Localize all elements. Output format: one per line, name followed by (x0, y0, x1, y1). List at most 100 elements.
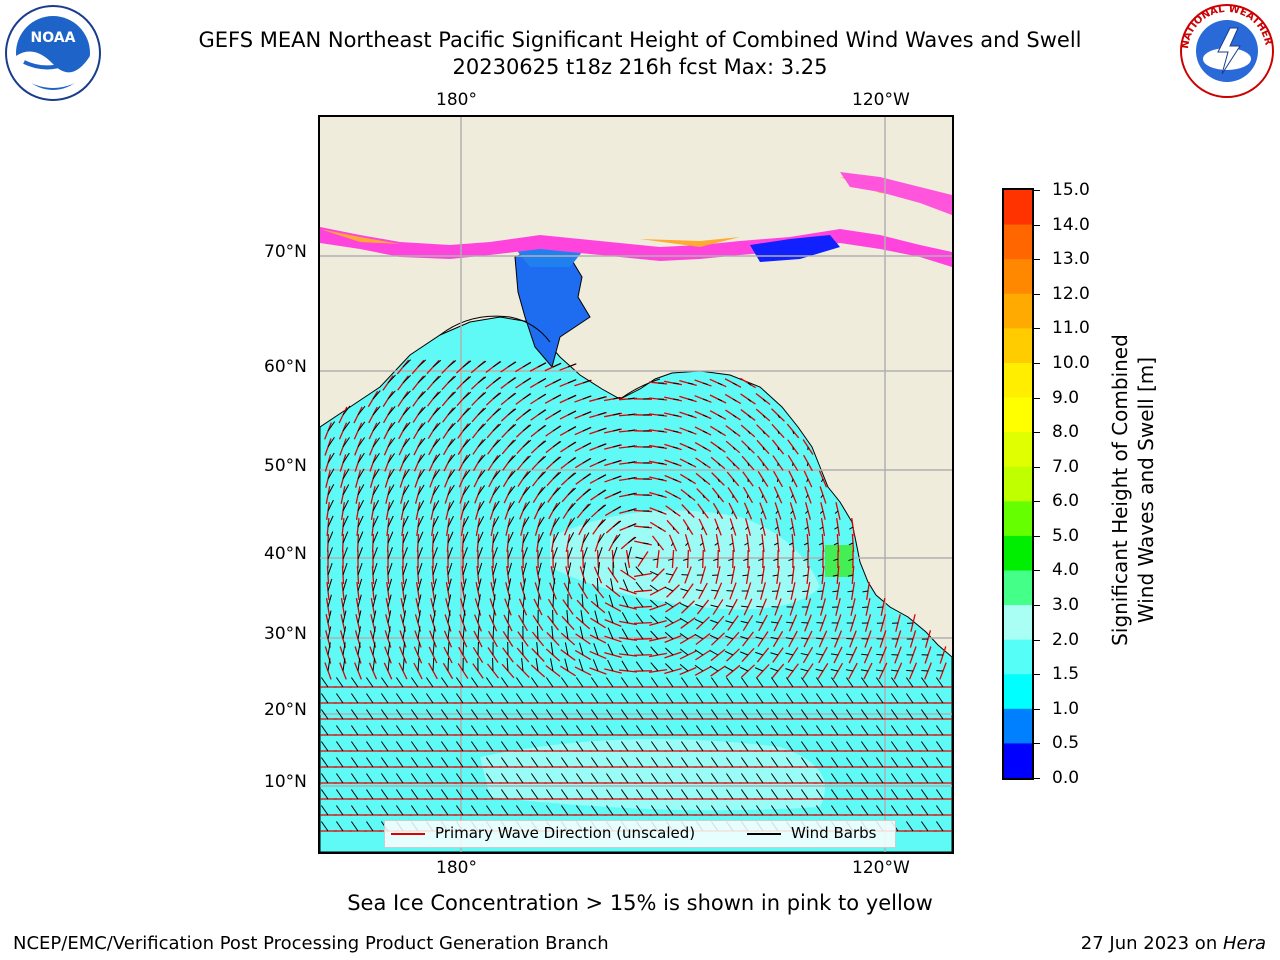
wind-barb (395, 725, 404, 736)
wind-barb (770, 636, 779, 640)
wind-barb (387, 468, 395, 480)
lat-label-40n: 40°N (264, 544, 307, 564)
wind-barb (477, 423, 486, 432)
wind-barb (755, 789, 764, 800)
wind-barb (635, 805, 644, 816)
wind-barb (650, 741, 659, 752)
wind-barb (335, 821, 344, 832)
wind-barb (357, 468, 365, 480)
wind-barb (567, 379, 577, 384)
wind-barb (342, 437, 350, 448)
wind-barb (327, 642, 331, 656)
wind-barb (687, 398, 694, 401)
wind-barb (710, 709, 719, 720)
wind-barb (440, 741, 449, 752)
wind-barb (698, 558, 704, 561)
wind-barb (830, 677, 839, 688)
colorbar-swatch (1004, 639, 1032, 675)
colorbar-swatch (1004, 259, 1032, 295)
wind-barb (447, 531, 454, 544)
wind-barb (485, 757, 494, 768)
wind-barb (567, 578, 570, 592)
wind-barb (395, 741, 404, 752)
wind-barb (605, 789, 614, 800)
wind-barb (935, 725, 944, 736)
wave-direction-arrow (326, 502, 330, 520)
wind-barb (740, 693, 749, 704)
wind-barb (357, 405, 366, 416)
wind-barb (387, 594, 392, 608)
colorbar-swatch (1004, 674, 1032, 710)
wind-barb (552, 594, 555, 608)
wind-barb (492, 516, 500, 528)
wind-barb (725, 757, 734, 768)
colorbar-swatches (1004, 190, 1032, 779)
wind-barb (357, 642, 361, 656)
colorbar-tick-mark (1034, 778, 1040, 779)
wind-barb (664, 631, 674, 640)
wind-barb (875, 677, 884, 688)
wind-barb (650, 693, 659, 704)
wind-barb (462, 438, 471, 448)
wind-barb (372, 390, 381, 400)
colorbar-swatch (1004, 328, 1032, 364)
wind-barb (800, 693, 809, 704)
wind-barb (522, 361, 532, 368)
wind-barb (507, 594, 511, 608)
wind-barb (819, 526, 824, 530)
wind-barb (320, 773, 329, 784)
wind-barb (350, 821, 359, 832)
wave-direction-arrow (325, 614, 331, 632)
wind-barb (372, 642, 376, 656)
wind-barb (417, 531, 424, 544)
wind-barb (425, 709, 434, 720)
wind-barb (847, 574, 854, 577)
wind-barb (357, 437, 366, 448)
wind-barb (335, 741, 344, 752)
wind-barb (507, 578, 512, 592)
wind-barb (410, 757, 419, 768)
wind-barb (747, 430, 751, 435)
wind-barb (387, 626, 391, 640)
wind-barb (608, 611, 614, 624)
wind-barb (380, 773, 389, 784)
lat-label-30n: 30°N (264, 624, 307, 644)
colorbar-tick-mark (1034, 259, 1040, 261)
wind-barb (327, 515, 334, 528)
wind-barb (357, 452, 365, 464)
wind-barb (725, 789, 734, 800)
wind-barb (560, 693, 569, 704)
colorbar-tick-mark (1034, 224, 1040, 226)
wind-barb (760, 510, 764, 515)
wind-barb (387, 562, 393, 576)
wind-barb (507, 439, 517, 448)
wind-barb (727, 574, 734, 577)
wind-barb (800, 709, 809, 720)
wind-barb (740, 773, 749, 784)
wind-barb (582, 517, 591, 528)
wind-barb (560, 773, 569, 784)
wave-legend-label: Primary Wave Direction (unscaled) (435, 824, 696, 842)
wind-barb (830, 805, 839, 816)
wind-barb (462, 376, 472, 384)
wind-barb (621, 660, 629, 672)
wind-barb (477, 438, 486, 448)
wind-barb (731, 510, 734, 515)
wind-barb (567, 441, 577, 448)
wind-barb (725, 635, 734, 640)
footer-credit: NCEP/EMC/Verification Post Processing Pr… (13, 933, 609, 954)
wind-barb (817, 574, 824, 577)
colorbar-tick-mark (1034, 397, 1040, 399)
wind-barb (627, 523, 637, 528)
colorbar-tick-mark (1034, 432, 1040, 434)
wind-barb (342, 562, 348, 576)
wave-direction-arrow (324, 454, 332, 472)
wind-barb (694, 649, 704, 656)
wind-barb (342, 515, 349, 528)
wind-barb (410, 725, 419, 736)
wind-barb (747, 398, 752, 402)
wind-barb (402, 610, 407, 624)
colorbar-label-line2: Wind Waves and Swell [m] (1134, 357, 1158, 623)
wind-barb (687, 382, 694, 385)
wind-barb (492, 423, 502, 432)
